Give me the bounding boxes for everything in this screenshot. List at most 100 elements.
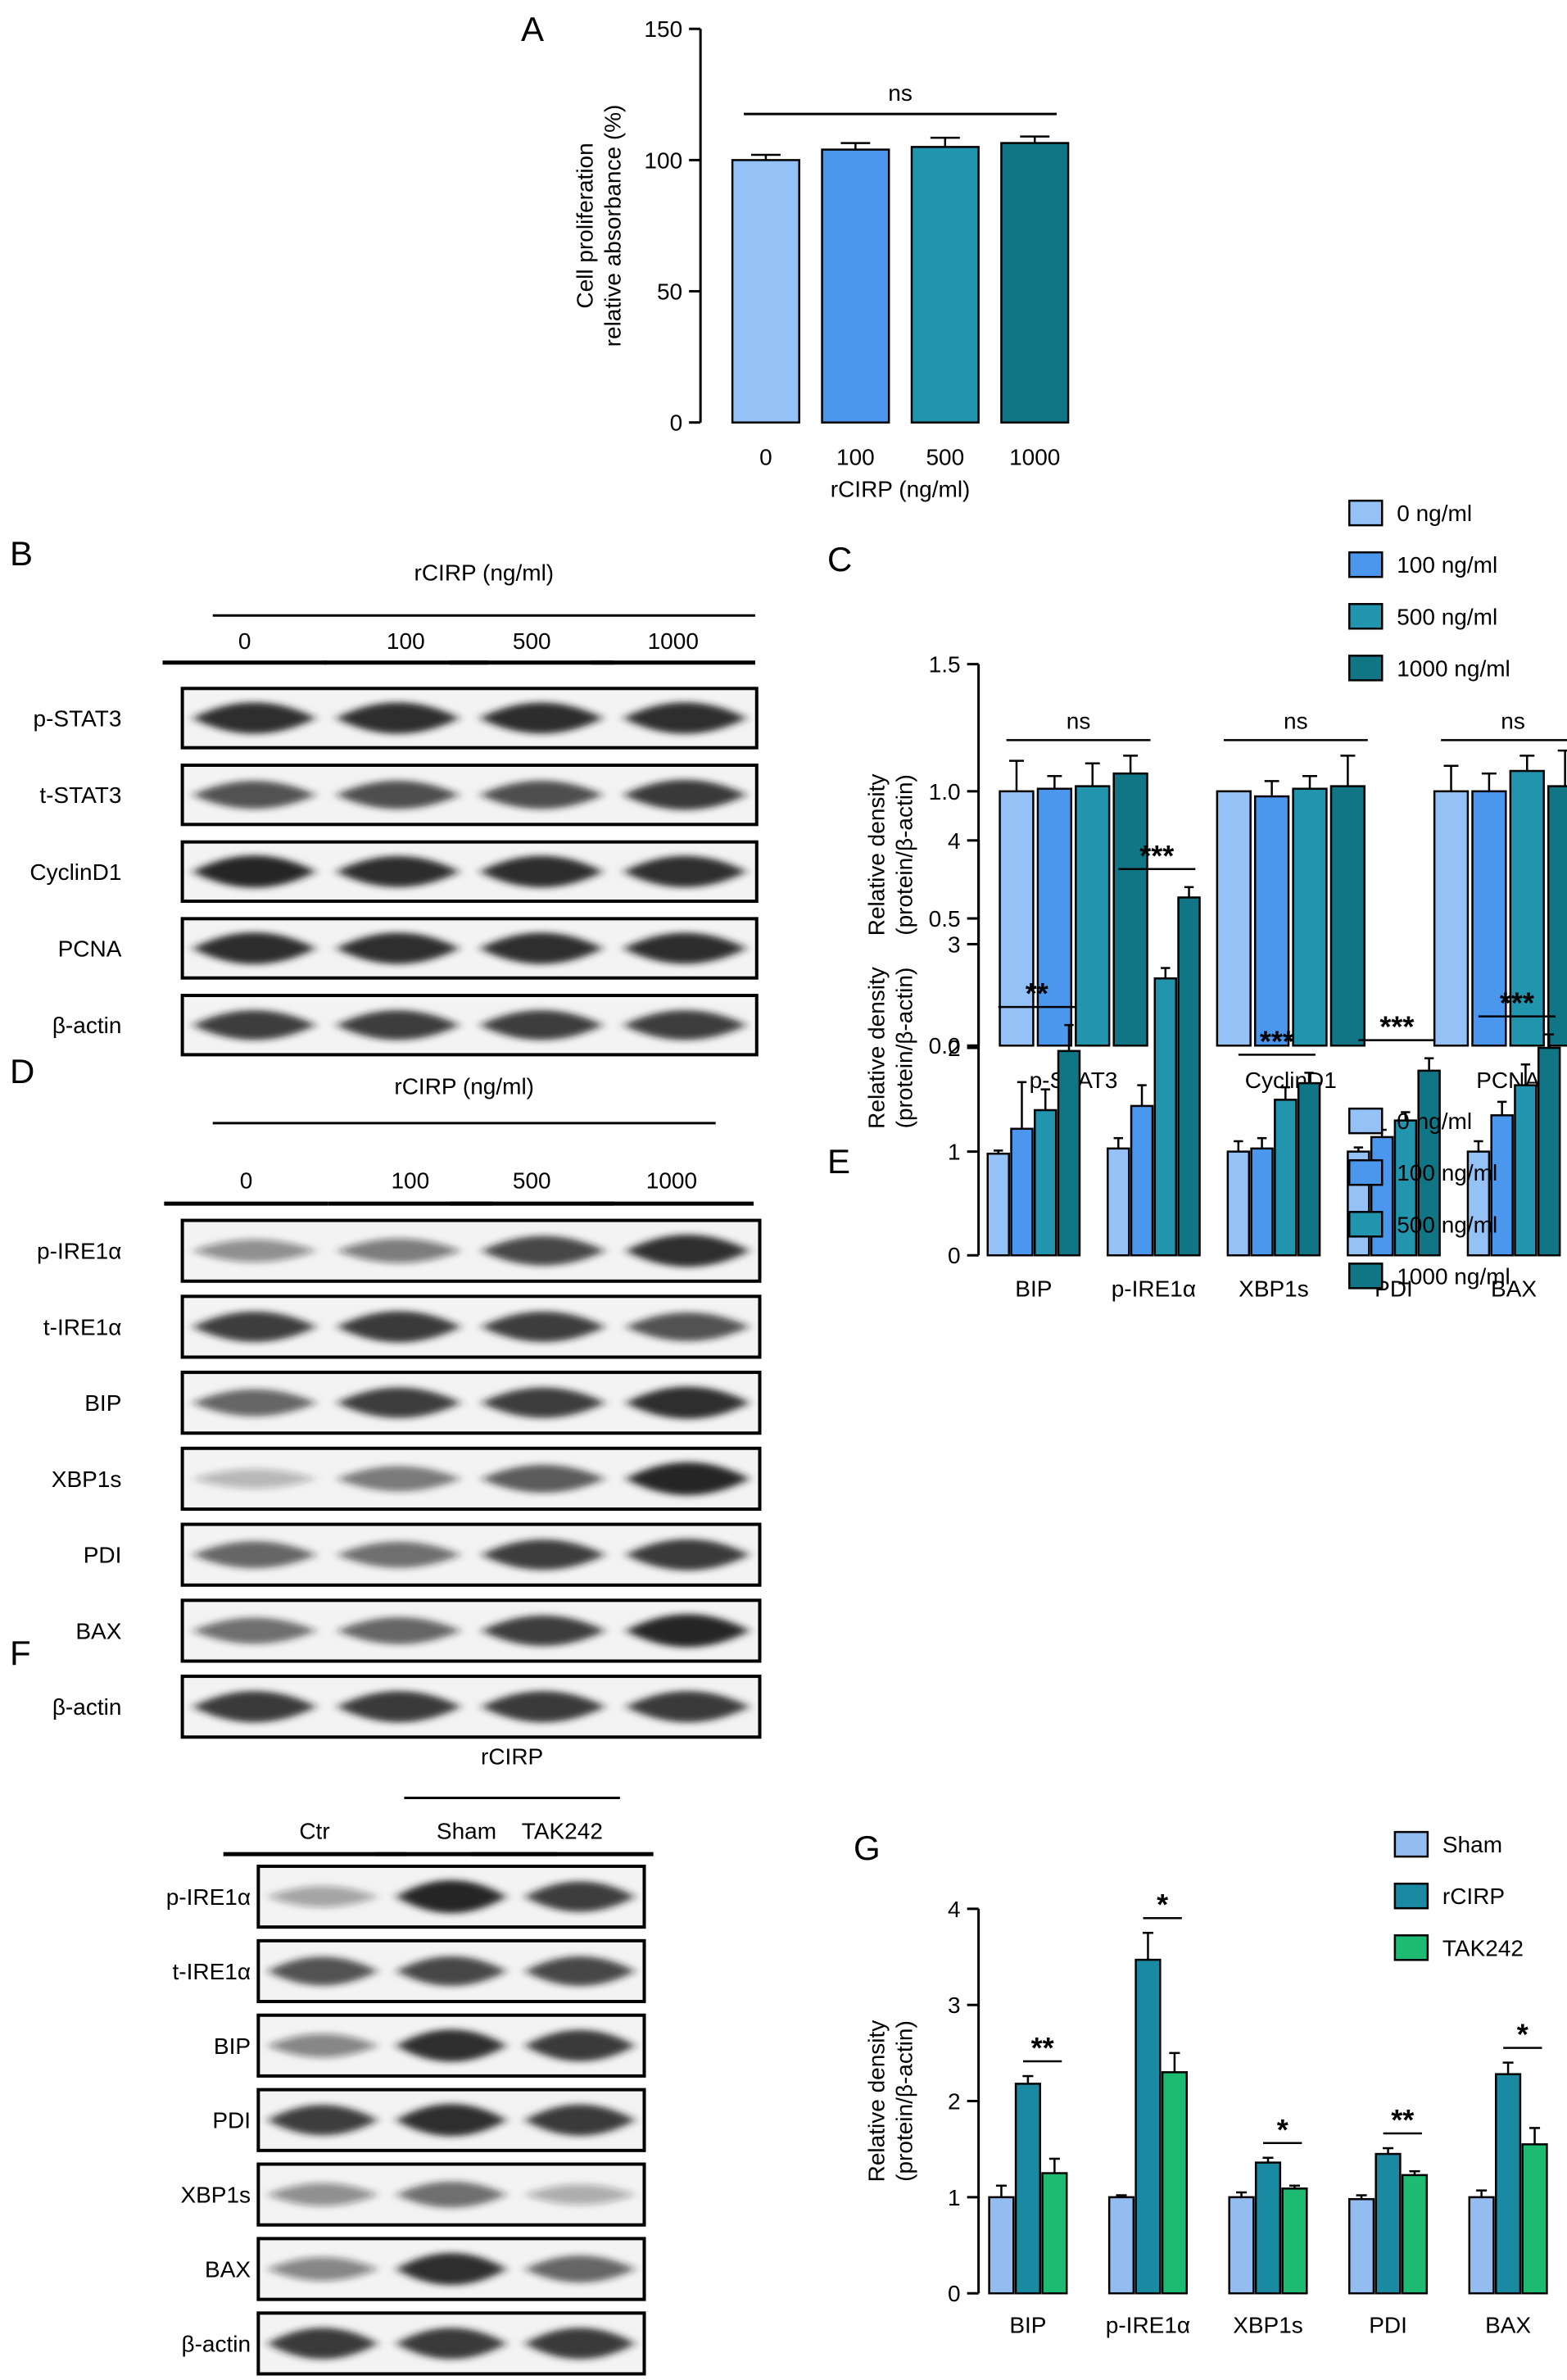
blot-f-band: [267, 2257, 378, 2282]
chart-a-y-tick-label: 0: [670, 410, 683, 436]
chart-g-legend-swatch: [1393, 1830, 1429, 1858]
blot-b-band: [192, 1010, 316, 1040]
chart-e-bar: [1010, 1127, 1034, 1257]
blot-f-band: [396, 2104, 507, 2137]
blot-f-band: [267, 2183, 378, 2206]
chart-g-bar: [1161, 2071, 1189, 2295]
blot-f-band: [524, 2184, 636, 2205]
chart-c-legend-swatch: [1347, 603, 1384, 630]
chart-a-y-tick-label: 50: [657, 279, 682, 305]
chart-a-category-label: 500: [926, 445, 964, 470]
blot-b-band: [192, 932, 316, 964]
chart-e-category-label: BIP: [1015, 1276, 1052, 1301]
chart-e-significance-label: ***: [1139, 839, 1174, 873]
chart-c-bar: [999, 790, 1035, 1047]
blot-d-band: [192, 1541, 317, 1569]
blot-f-lane-label: Sham: [437, 1819, 496, 1844]
blot-b-row-label: PCNA: [58, 936, 122, 962]
chart-a-category-label: 100: [836, 445, 875, 470]
chart-g-significance-label: *: [1517, 2018, 1529, 2051]
blot-d-row-label: BAX: [75, 1618, 121, 1643]
blot-d-row-label: BIP: [84, 1390, 121, 1416]
chart-e-significance-label: **: [1026, 977, 1048, 1010]
blot-f-row-label: XBP1s: [180, 2183, 251, 2208]
chart-c-significance-label: ns: [1067, 708, 1091, 733]
blot-b-band: [336, 780, 460, 809]
blot-f-band: [267, 2328, 378, 2360]
chart-c-bar: [1075, 785, 1111, 1047]
blot-f: p-IRE1α t-IRE1α BIP PDI XBP1s BAX β-actin rCIRP…: [166, 1744, 654, 2376]
chart-c-bar: [1253, 795, 1290, 1047]
chart-c-legend-label: 0 ng/ml: [1397, 501, 1472, 526]
chart-a-significance-label: ns: [888, 80, 913, 106]
chart-g-bar: [1254, 2161, 1282, 2295]
blot-d-band: [625, 1234, 750, 1267]
blot-f-group-header: rCIRP: [481, 1744, 543, 1770]
blot-d-row-label: β-actin: [52, 1694, 122, 1720]
blot-d-band: [481, 1615, 605, 1647]
blot-d-band: [337, 1691, 461, 1723]
blot-f-band: [267, 1886, 378, 1907]
chart-a-category-label: 1000: [1009, 445, 1060, 470]
blot-b-band: [623, 855, 747, 888]
blot-f-row-label: t-IRE1α: [173, 1959, 251, 1984]
blot-f-band: [396, 1879, 507, 1914]
blot-b-band: [479, 780, 604, 809]
blot-f-band: [396, 2029, 507, 2062]
blot-f-band: [524, 2255, 636, 2283]
chart-c-y-axis-label: (protein/β-actin): [892, 774, 917, 936]
blot-f-band: [524, 2328, 636, 2360]
blot-f-band: [396, 2328, 507, 2360]
chart-e-bar: [1274, 1099, 1298, 1257]
blot-f-band: [396, 2252, 507, 2286]
blot-f-row-label: p-IRE1α: [166, 1884, 251, 1910]
blot-b-lane-label: 500: [513, 628, 551, 654]
panel-letter-b: B: [10, 534, 33, 573]
chart-g-bar: [1041, 2172, 1068, 2295]
chart-a: 0 50 100 150 Cell proliferation relative abso…: [572, 16, 1070, 502]
chart-g-y-tick-label: 3: [948, 1992, 961, 2018]
chart-g-bar: [1228, 2196, 1255, 2295]
blot-b-band: [336, 702, 460, 734]
blot-d-band: [625, 1539, 750, 1571]
blot-b-band: [192, 702, 316, 734]
chart-e-category-label: XBP1s: [1239, 1276, 1309, 1301]
panel-letter-f: F: [10, 1634, 31, 1672]
chart-e-y-tick-label: 0: [948, 1243, 961, 1268]
blot-d-band: [481, 1235, 605, 1266]
chart-a-bar: [731, 159, 800, 424]
blot-f-band: [267, 2033, 378, 2058]
blot-d-band: [625, 1614, 750, 1648]
blot-d-band: [625, 1386, 750, 1419]
blot-d-row-label: PDI: [84, 1543, 122, 1568]
chart-g-y-tick-label: 4: [948, 1897, 961, 1922]
chart-c-bar: [1547, 785, 1567, 1047]
chart-g-legend-swatch: [1393, 1934, 1429, 1961]
blot-d-band: [481, 1539, 605, 1571]
chart-c-legend-label: 1000 ng/ml: [1397, 655, 1510, 681]
blot-d-band: [192, 1389, 317, 1417]
blot-f-row-label: PDI: [212, 2108, 251, 2133]
chart-c-category-label: CyclinD1: [1245, 1068, 1337, 1093]
blot-f-band: [396, 1956, 507, 1987]
blot-d-band: [481, 1387, 605, 1418]
chart-e-bar: [1107, 1147, 1130, 1257]
blot-d-band: [337, 1311, 461, 1343]
blot-f-row-label: BAX: [205, 2257, 251, 2283]
blot-b-header: rCIRP (ng/ml): [414, 560, 555, 586]
chart-g-bar: [988, 2196, 1015, 2295]
blot-b-band: [623, 702, 747, 734]
chart-c: 0.0 0.5 1.0 1.5 Relative density (protein/β-a…: [864, 499, 1567, 1093]
blot-d-band: [192, 1311, 317, 1343]
blot-d-band: [337, 1387, 461, 1418]
chart-e-y-tick-label: 4: [948, 828, 961, 854]
chart-e-bar: [1490, 1114, 1514, 1257]
blot-d-lane-label: 1000: [646, 1168, 697, 1194]
blot-d-header: rCIRP (ng/ml): [394, 1074, 534, 1099]
chart-c-bar: [1433, 790, 1470, 1047]
panel-letter-g: G: [854, 1829, 881, 1867]
chart-g-bar: [1347, 2197, 1375, 2295]
chart-e-bar: [1370, 1136, 1394, 1257]
blot-f-band: [524, 1956, 636, 1987]
chart-e-bar: [1417, 1069, 1441, 1257]
